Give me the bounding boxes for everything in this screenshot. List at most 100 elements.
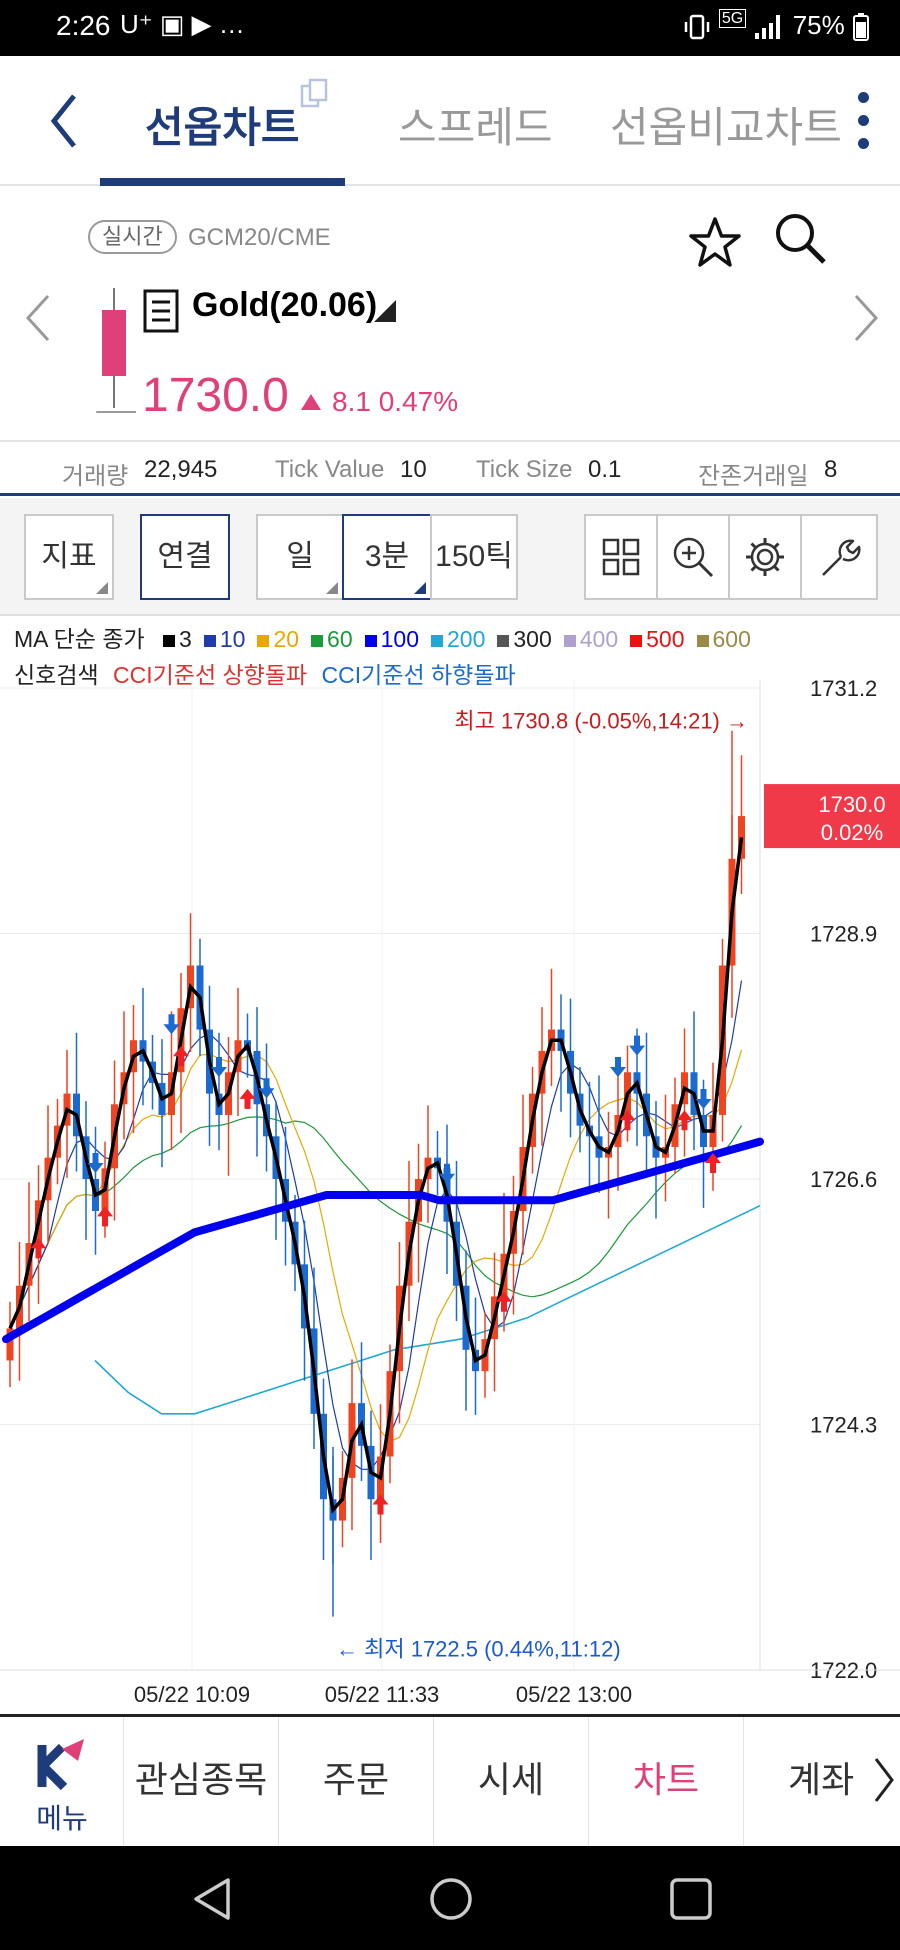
signal-up-arrow	[97, 1206, 113, 1227]
current-price: 1730.0	[142, 369, 289, 422]
legend-swatch-3	[163, 635, 176, 647]
legend-label-10: 10	[219, 626, 246, 652]
legend-prefix: MA 단순 종가	[14, 626, 145, 652]
indicator-button[interactable]: 지표	[24, 514, 114, 600]
y-tick-label: 1731.2	[810, 680, 877, 701]
back-icon[interactable]	[190, 1876, 236, 1922]
nav-chart[interactable]: 차트	[589, 1717, 744, 1847]
up-triangle-icon	[301, 394, 321, 410]
symbol-code: GCM20/CME	[188, 224, 331, 251]
nav-quotes[interactable]: 시세	[434, 1717, 589, 1847]
ma200-line	[94, 1204, 761, 1415]
signal-up-arrow	[30, 1238, 47, 1259]
home-icon[interactable]	[428, 1876, 474, 1922]
current-price-box	[764, 784, 900, 849]
ma20-line	[9, 1049, 743, 1443]
tab-spread[interactable]: 스프레드	[398, 104, 553, 151]
tick-button[interactable]: 150틱	[430, 514, 518, 600]
instrument-name[interactable]: Gold(20.06)	[192, 286, 378, 324]
signal-down-arrow	[629, 1035, 645, 1056]
network-badge: 5G	[718, 9, 747, 28]
ma3-line	[8, 837, 744, 1514]
tab-futures-chart[interactable]: 선옵차트	[145, 104, 300, 151]
tick-value: 10	[400, 456, 427, 483]
days-value: 8	[824, 456, 838, 483]
prev-instrument-icon[interactable]	[18, 288, 58, 348]
star-icon[interactable]	[686, 214, 744, 272]
active-tab-indicator	[100, 178, 345, 186]
signal-up-arrow	[619, 1110, 636, 1131]
more-vertical-icon[interactable]	[848, 86, 878, 166]
gear-icon	[746, 538, 784, 576]
system-nav-bar	[0, 1846, 900, 1950]
status-notification-icons: U⁺ ▣ ▶ …	[120, 9, 245, 39]
ma60-line	[9, 1116, 743, 1329]
layout-button[interactable]	[584, 514, 658, 600]
legend-swatch-500	[630, 635, 643, 647]
tools-button[interactable]	[800, 514, 878, 600]
legend-label-400: 400	[579, 626, 619, 652]
wrench-icon	[822, 539, 861, 576]
signal-down-arrow	[439, 1163, 455, 1184]
ma100-line	[2, 1137, 764, 1344]
signal-up-arrow	[676, 1110, 693, 1131]
zoom-in-icon	[673, 537, 714, 578]
signal-down-arrow	[163, 1014, 180, 1035]
list-icon[interactable]	[142, 288, 180, 334]
search-icon[interactable]	[772, 210, 830, 268]
legend-swatch-100	[364, 635, 377, 647]
nav-order[interactable]: 주문	[279, 1717, 434, 1847]
settings-button[interactable]	[728, 514, 802, 600]
recents-icon[interactable]	[668, 1876, 714, 1922]
x-tick-label: 05/22 10:09	[134, 1682, 250, 1707]
signal-down-label: CCI기준선 하향돌파	[321, 662, 516, 688]
battery-icon	[853, 13, 869, 42]
signal-up-arrow	[705, 1152, 721, 1173]
next-instrument-icon[interactable]	[846, 288, 886, 348]
vibrate-icon	[684, 14, 709, 40]
signal-up-arrow	[372, 1494, 389, 1515]
legend-items: 3 10 20 60 100 200 300 400 500 600	[153, 626, 753, 652]
link-button[interactable]: 연결	[140, 514, 230, 600]
instrument-dropdown-icon[interactable]	[370, 296, 400, 326]
menu-label: 메뉴	[36, 1803, 88, 1834]
high-annotation: 최고 1730.8 (-0.05%,14:21) →	[454, 709, 748, 734]
change-value: 8.1	[332, 386, 371, 417]
tick-size: 0.1	[588, 456, 622, 483]
legend-label-200: 200	[447, 626, 486, 652]
x-tick-label: 05/22 13:00	[516, 1682, 632, 1707]
legend-swatch-200	[431, 635, 443, 647]
signal-icon	[755, 15, 781, 40]
tick-size-label: Tick Size	[476, 456, 573, 483]
legend-label-300: 300	[513, 626, 552, 652]
legend-label-60: 60	[327, 626, 353, 652]
status-time: 2:26	[56, 10, 111, 41]
signal-down-arrow	[695, 1088, 712, 1109]
nav-watchlist[interactable]: 관심종목	[124, 1717, 279, 1847]
day-button[interactable]: 일	[256, 514, 344, 600]
legend-swatch-600	[696, 635, 709, 647]
interval-button[interactable]: 3분	[342, 514, 432, 600]
realtime-badge: 실시간	[88, 220, 177, 254]
chevron-right-icon[interactable]	[872, 1755, 896, 1805]
back-arrow-icon[interactable]	[40, 86, 90, 156]
x-tick-label: 05/22 11:33	[325, 1682, 440, 1707]
volume-value: 22,945	[144, 456, 218, 483]
signal-up-arrow	[496, 1291, 512, 1312]
zoom-button[interactable]	[656, 514, 730, 600]
status-right: 5G 75%	[682, 9, 870, 42]
signal-up-label: CCI기준선 상향돌파	[113, 662, 308, 688]
legend-swatch-60	[311, 635, 324, 647]
signal-down-arrow	[610, 1056, 626, 1077]
copy-icon[interactable]	[298, 76, 332, 110]
nav-account[interactable]: 계좌	[788, 1759, 855, 1800]
k-logo-icon	[37, 1739, 84, 1791]
menu-button[interactable]: 메뉴	[0, 1717, 124, 1847]
tab-compare-chart[interactable]: 선옵비교차트	[610, 104, 842, 151]
tab-header: 선옵차트 스프레드 선옵비교차트	[0, 56, 900, 186]
info-row: 거래량 22,945 Tick Value 10 Tick Size 0.1 잔…	[0, 444, 900, 496]
signal-label: 신호검색	[14, 662, 99, 688]
link-label: 연결	[157, 540, 213, 573]
current-change-label: 0.02%	[821, 820, 883, 845]
